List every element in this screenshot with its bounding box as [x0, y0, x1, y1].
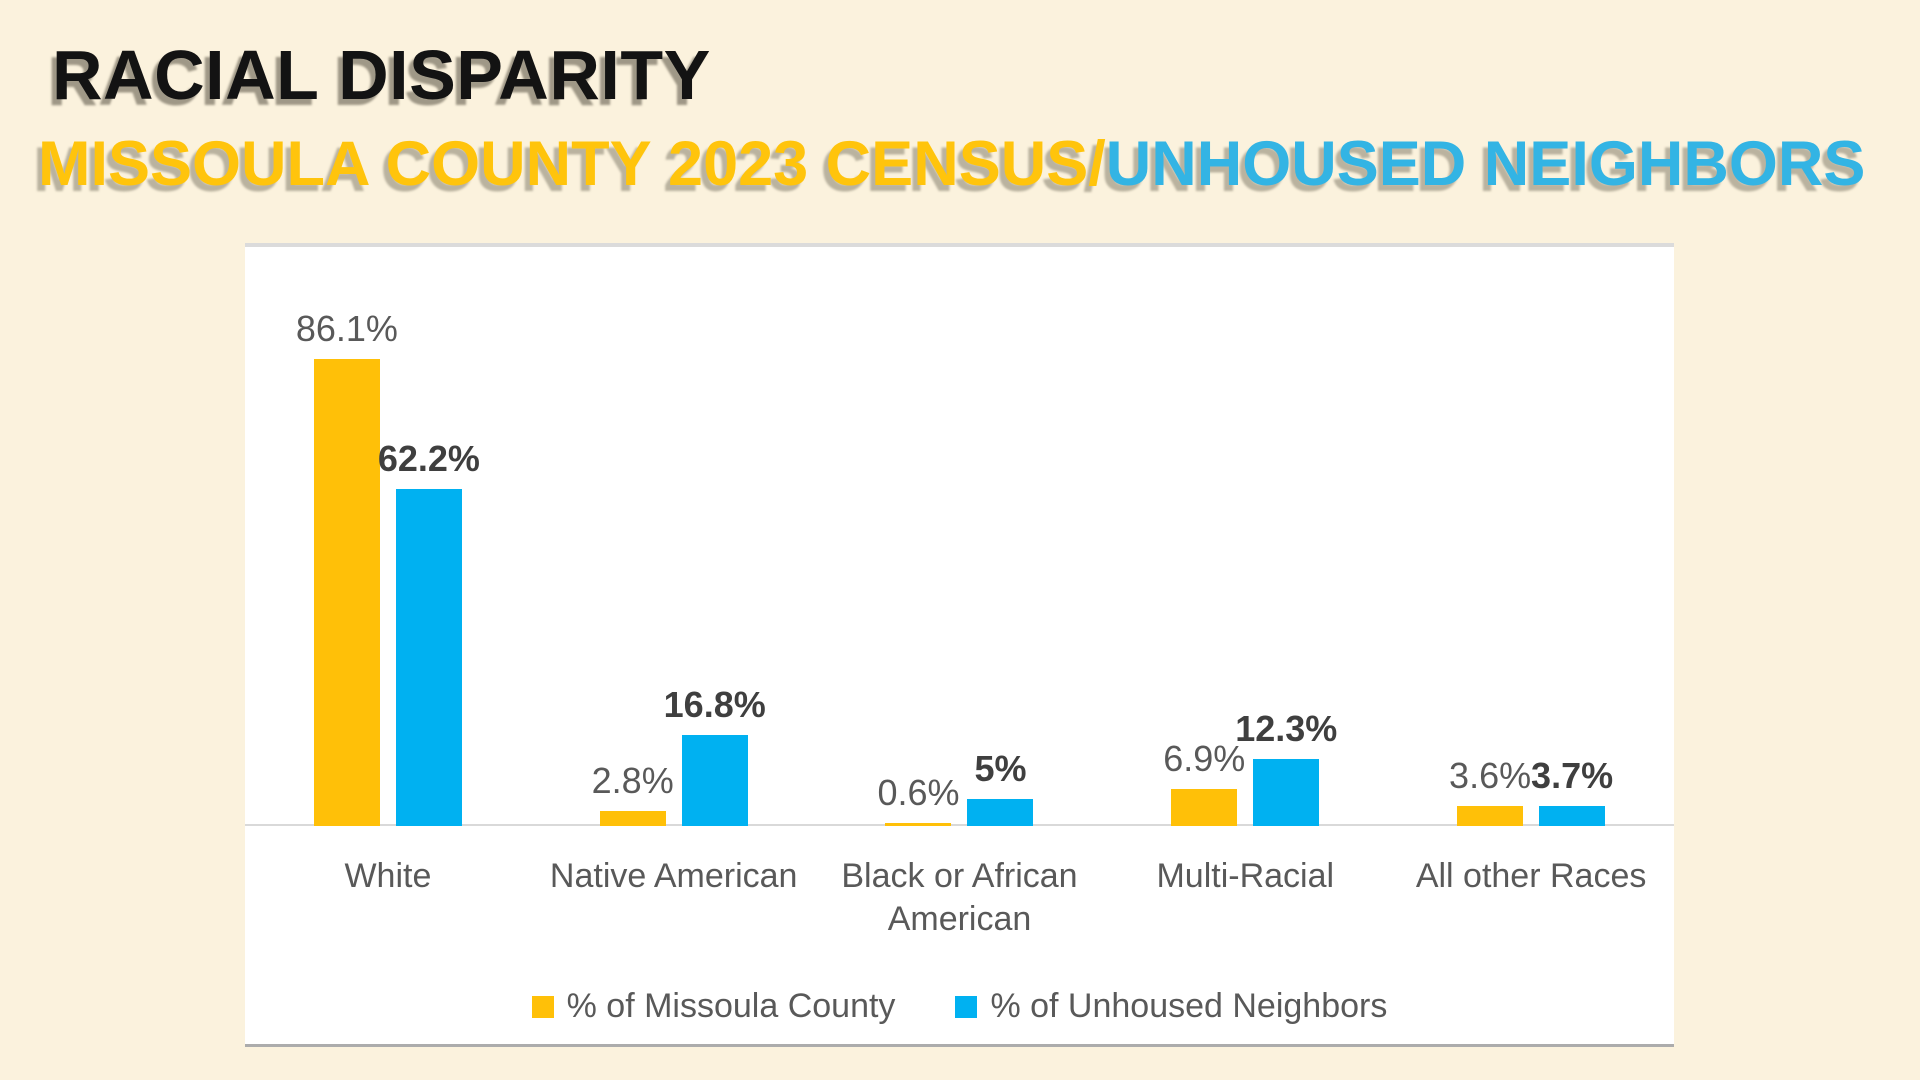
data-label-black-or-african-american-missoula-county: 0.6% — [877, 772, 960, 813]
data-label-multi-racial-missoula-county: 6.9% — [1163, 738, 1246, 779]
bar-black-or-african-american-missoula-county: 0.6% — [877, 775, 960, 826]
page-title: RACIAL DISPARITY — [52, 36, 711, 114]
bar-white-unhoused-neighbors: 62.2% — [378, 441, 480, 826]
data-label-native-american-missoula-county: 2.8% — [591, 760, 674, 801]
data-label-black-or-african-american-unhoused-neighbors: 5% — [974, 748, 1027, 789]
data-label-native-american-unhoused-neighbors: 16.8% — [663, 684, 766, 725]
bar-group-multi-racial: 6.9% 12.3% — [1102, 247, 1388, 826]
bar-group-white: 86.1% 62.2% — [245, 247, 531, 826]
category-label-multi-racial: Multi-Racial — [1156, 857, 1335, 895]
bar-black-or-african-american-unhoused-neighbors: 5% — [967, 751, 1034, 826]
category-label-native-american: Native American — [549, 857, 798, 895]
bar-multi-racial-unhoused-neighbors: 12.3% — [1235, 711, 1337, 826]
legend-label-unhoused-neighbors: % of Unhoused Neighbors — [990, 987, 1388, 1025]
data-label-multi-racial-unhoused-neighbors: 12.3% — [1235, 708, 1338, 749]
legend-item-missoula-county: % of Missoula County — [531, 987, 896, 1026]
bar-white-missoula-county: 86.1% — [296, 311, 398, 826]
category-label-all-other-races: All other Races — [1415, 857, 1647, 895]
category-label-white: White — [344, 857, 432, 895]
page-subtitle: MISSOULA COUNTY 2023 CENSUS/UNHOUSED NEI… — [38, 133, 1865, 196]
legend-swatch-missoula-county — [531, 995, 554, 1018]
bar-all-other-races-unhoused-neighbors: 3.7% — [1531, 758, 1613, 826]
bar-multi-racial-missoula-county: 6.9% — [1163, 741, 1245, 826]
data-label-all-other-races-unhoused-neighbors: 3.7% — [1531, 755, 1614, 796]
subtitle-unhoused-segment: UNHOUSED NEIGHBORS — [1105, 129, 1866, 199]
legend-label-missoula-county: % of Missoula County — [566, 987, 896, 1025]
bar-native-american-missoula-county: 2.8% — [592, 763, 674, 826]
bar-group-black-or-african-american: 0.6% 5% — [817, 247, 1103, 826]
chart-panel: 86.1% 62.2% 2.8% 16.8% 0.6% 5% 6.9% 12.3% 3.6% 3.… — [245, 243, 1674, 1047]
x-axis-line — [245, 824, 1674, 826]
subtitle-census-segment: MISSOULA COUNTY 2023 CENSUS — [38, 129, 1089, 199]
data-label-white-missoula-county: 86.1% — [295, 308, 398, 349]
subtitle-slash-separator: / — [1088, 129, 1106, 199]
bar-group-native-american: 2.8% 16.8% — [531, 247, 817, 826]
bar-all-other-races-missoula-county: 3.6% — [1449, 758, 1531, 826]
legend: % of Missoula County % of Unhoused Neighb… — [245, 987, 1674, 1026]
bar-native-american-unhoused-neighbors: 16.8% — [664, 687, 766, 826]
legend-item-unhoused-neighbors: % of Unhoused Neighbors — [955, 987, 1387, 1026]
bar-group-all-other-races: 3.6% 3.7% — [1388, 247, 1674, 826]
category-axis-labels: White Native American Black or African Ame… — [245, 855, 1674, 941]
data-label-white-unhoused-neighbors: 62.2% — [377, 438, 480, 479]
category-label-black-or-african-american: Black or African American — [841, 857, 1078, 939]
plot-area: 86.1% 62.2% 2.8% 16.8% 0.6% 5% 6.9% 12.3% 3.6% 3.… — [245, 247, 1674, 826]
legend-swatch-unhoused-neighbors — [955, 995, 978, 1018]
data-label-all-other-races-missoula-county: 3.6% — [1449, 755, 1532, 796]
